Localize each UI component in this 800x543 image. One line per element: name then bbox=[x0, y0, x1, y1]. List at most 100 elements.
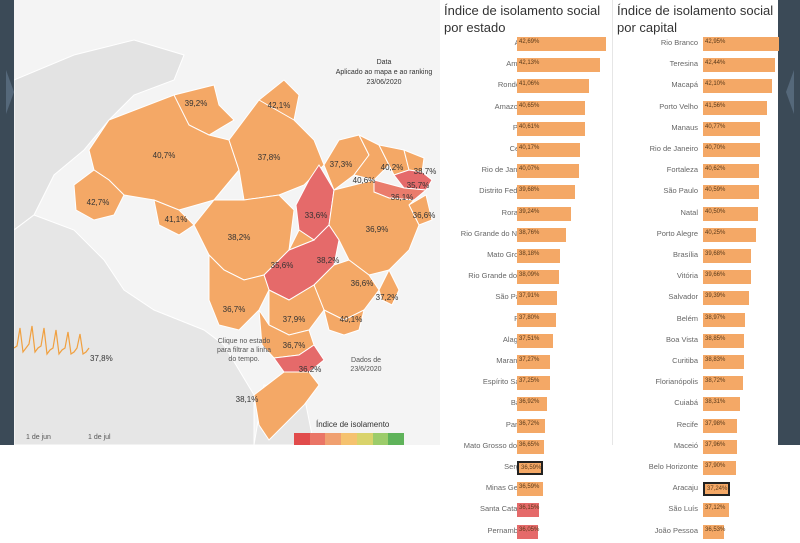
capital-row[interactable]: Belo Horizonte 37,90% bbox=[613, 458, 778, 479]
capital-row-bar[interactable]: 37,12% bbox=[703, 503, 730, 518]
estado-row[interactable]: Rio Grande do Norte 38,76% bbox=[440, 225, 612, 246]
estado-row-bar[interactable]: 40,07% bbox=[517, 164, 580, 179]
capital-row[interactable]: São Luís 37,12% bbox=[613, 500, 778, 521]
estado-row[interactable]: Ceará40,17% bbox=[440, 140, 612, 161]
estado-row-bar[interactable]: 37,27% bbox=[517, 355, 551, 369]
state-region-16[interactable] bbox=[328, 179, 420, 276]
estado-row[interactable]: Roraima 39,24% bbox=[440, 204, 612, 225]
estado-row[interactable]: Paraná36,72% bbox=[440, 416, 612, 437]
capital-row[interactable]: Vitória 39,66% bbox=[613, 267, 778, 288]
estado-row-bar[interactable]: 41,06% bbox=[517, 79, 590, 94]
estado-row-bar[interactable]: 37,51% bbox=[517, 333, 553, 348]
capital-row[interactable]: Florianópolis 38,72% bbox=[613, 373, 778, 394]
timeline-sparkline[interactable] bbox=[14, 318, 94, 364]
state-region-21[interactable] bbox=[208, 253, 270, 331]
capital-row-bar[interactable]: 37,98% bbox=[703, 418, 737, 433]
capital-row[interactable]: Natal 40,50% bbox=[613, 204, 778, 225]
capital-row-bar[interactable]: 38,97% bbox=[703, 312, 746, 327]
capital-row[interactable]: João Pessoa 36,53% bbox=[613, 522, 778, 543]
estado-row[interactable]: Distrito Federal 39,68% bbox=[440, 182, 612, 203]
estado-row-bar[interactable]: 36,72% bbox=[517, 418, 545, 433]
estado-row[interactable]: Rio de Janeiro 40,07% bbox=[440, 161, 612, 182]
state-region-23[interactable] bbox=[323, 309, 365, 336]
estado-row[interactable]: Alagoas37,51% bbox=[440, 331, 612, 352]
estado-row-bar[interactable]: 38,76% bbox=[517, 227, 566, 242]
estado-row-bar[interactable]: 36,15% bbox=[517, 503, 539, 518]
capital-row-bar[interactable]: 40,62% bbox=[703, 164, 760, 179]
capital-row-bar[interactable]: 36,53% bbox=[703, 524, 725, 539]
estado-row-bar[interactable]: 37,80% bbox=[517, 312, 556, 327]
capital-row-bar[interactable]: 42,44% bbox=[703, 58, 775, 73]
estado-row[interactable]: Amapá42,13% bbox=[440, 55, 612, 76]
capital-row-bar[interactable]: 37,90% bbox=[703, 461, 737, 475]
state-region-20[interactable] bbox=[378, 268, 400, 306]
capital-row-bar[interactable]: 38,85% bbox=[703, 333, 745, 348]
estado-row[interactable]: Maranhão 37,27% bbox=[440, 352, 612, 373]
estado-row-bar[interactable]: 40,61% bbox=[517, 121, 585, 136]
estado-row[interactable]: Minas Gerais 36,59% bbox=[440, 479, 612, 500]
capital-row[interactable]: Porto Velho 41,56% bbox=[613, 98, 778, 119]
state-region-4[interactable] bbox=[73, 169, 125, 221]
capital-row-bar[interactable]: 39,68% bbox=[703, 249, 752, 263]
estado-row-bar[interactable]: 42,13% bbox=[517, 58, 601, 73]
capital-row-bar[interactable]: 40,50% bbox=[703, 206, 759, 221]
estado-row-bar[interactable]: 36,59% bbox=[517, 461, 544, 475]
capital-row[interactable]: Cuiabá 38,31% bbox=[613, 394, 778, 415]
capital-row-bar[interactable]: 37,96% bbox=[703, 439, 737, 454]
estado-row[interactable]: Piauí40,61% bbox=[440, 119, 612, 140]
estado-row-bar[interactable]: 37,25% bbox=[517, 376, 551, 391]
capital-row[interactable]: Belém 38,97% bbox=[613, 310, 778, 331]
estado-row[interactable]: Sergipe36,59% bbox=[440, 458, 612, 479]
capital-row-bar[interactable]: 41,56% bbox=[703, 100, 768, 115]
capital-row[interactable]: Salvador 39,39% bbox=[613, 288, 778, 309]
estado-row-bar[interactable]: 36,65% bbox=[517, 439, 545, 454]
capital-row-bar[interactable]: 42,10% bbox=[703, 79, 772, 94]
capital-row-bar[interactable]: 38,83% bbox=[703, 355, 744, 369]
capital-row[interactable]: Macapá 42,10% bbox=[613, 76, 778, 97]
estado-row-bar[interactable]: 40,17% bbox=[517, 143, 581, 157]
estado-row[interactable]: Pernambuco 36,05% bbox=[440, 522, 612, 543]
state-region-26[interactable] bbox=[253, 371, 320, 441]
frame-right-arrow[interactable] bbox=[778, 0, 800, 445]
capital-row[interactable]: Boa Vista 38,85% bbox=[613, 331, 778, 352]
estado-row[interactable]: Amazonas 40,65% bbox=[440, 98, 612, 119]
capital-row-bar[interactable]: 40,25% bbox=[703, 227, 756, 242]
state-region-6[interactable] bbox=[153, 199, 195, 236]
capital-row-bar[interactable]: 39,66% bbox=[703, 270, 751, 285]
capital-row[interactable]: Rio de Janeiro 40,70% bbox=[613, 140, 778, 161]
capital-row[interactable]: Porto Alegre 40,25% bbox=[613, 225, 778, 246]
frame-left-arrow[interactable] bbox=[0, 0, 14, 445]
capital-row-bar[interactable]: 38,72% bbox=[703, 376, 744, 391]
capital-row[interactable]: Aracaju 37,24% bbox=[613, 479, 778, 500]
estado-row-bar[interactable]: 36,05% bbox=[517, 524, 539, 539]
capital-row-bar[interactable]: 40,77% bbox=[703, 121, 761, 136]
estado-row-bar[interactable]: 40,65% bbox=[517, 100, 585, 115]
capital-row-bar[interactable]: 37,24% bbox=[703, 482, 731, 497]
capital-row-bar[interactable]: 39,39% bbox=[703, 291, 749, 306]
capital-row[interactable]: São Paulo 40,59% bbox=[613, 182, 778, 203]
estado-row-bar[interactable]: 38,18% bbox=[517, 249, 560, 263]
estado-row[interactable]: São Paulo 37,91% bbox=[440, 288, 612, 309]
estado-row-bar[interactable]: 42,69% bbox=[517, 37, 606, 51]
estado-row[interactable]: Acre42,69% bbox=[440, 34, 612, 55]
capital-row[interactable]: Maceió 37,96% bbox=[613, 437, 778, 458]
capital-row[interactable]: Rio Branco 42,95% bbox=[613, 34, 779, 55]
capital-row-bar[interactable]: 40,59% bbox=[703, 185, 759, 200]
capital-row-bar[interactable]: 40,70% bbox=[703, 143, 760, 157]
capital-row[interactable]: Manaus 40,77% bbox=[613, 119, 778, 140]
capital-row[interactable]: Brasília 39,68% bbox=[613, 246, 778, 267]
capital-row[interactable]: Recife 37,98% bbox=[613, 416, 778, 437]
estado-row[interactable]: Bahia36,92% bbox=[440, 394, 612, 415]
estado-row-bar[interactable]: 39,68% bbox=[517, 185, 576, 200]
state-region-18[interactable] bbox=[287, 229, 316, 251]
estado-row[interactable]: Rondônia 41,06% bbox=[440, 76, 612, 97]
estado-row[interactable]: Mato Grosso do Sul 36,65% bbox=[440, 437, 612, 458]
estado-row-bar[interactable]: 36,92% bbox=[517, 397, 547, 412]
estado-row[interactable]: Santa Catarina 36,15% bbox=[440, 500, 612, 521]
estado-row-bar[interactable]: 39,24% bbox=[517, 206, 571, 221]
capital-row[interactable]: Curitiba 38,83% bbox=[613, 352, 778, 373]
estado-row[interactable]: Rio Grande do Sul 38,09% bbox=[440, 267, 612, 288]
estado-row[interactable]: Pará37,80% bbox=[440, 310, 612, 331]
estado-row[interactable]: Mato Grosso 38,18% bbox=[440, 246, 612, 267]
estado-row-bar[interactable]: 36,59% bbox=[517, 482, 544, 497]
